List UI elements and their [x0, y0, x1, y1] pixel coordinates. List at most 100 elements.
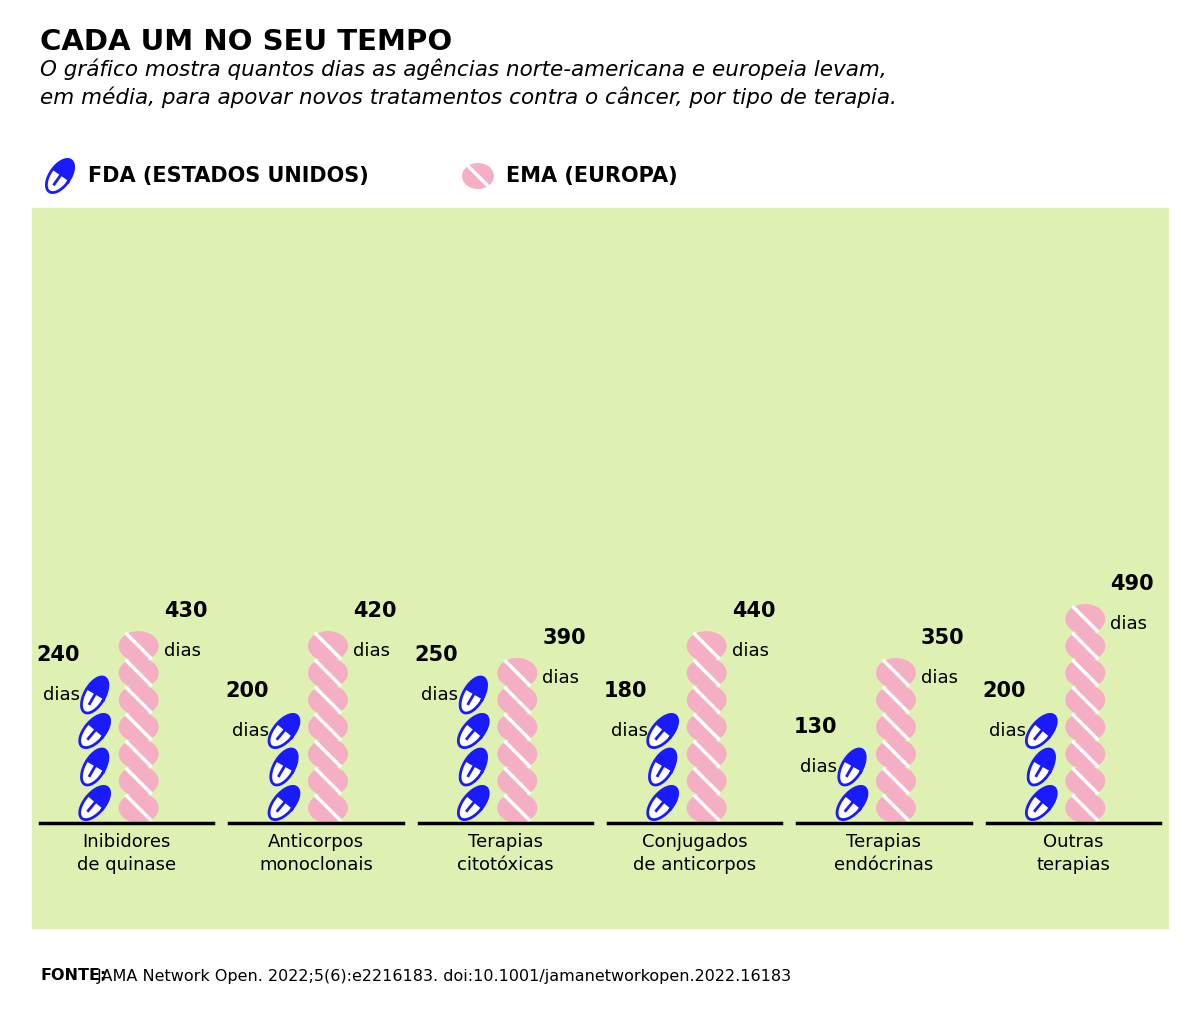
Polygon shape [464, 677, 486, 700]
Text: 130: 130 [793, 717, 838, 737]
Ellipse shape [1066, 712, 1105, 742]
Polygon shape [86, 677, 108, 700]
Polygon shape [458, 797, 481, 819]
Polygon shape [1026, 725, 1049, 747]
Text: dias: dias [800, 737, 838, 776]
Polygon shape [844, 749, 865, 772]
Ellipse shape [1066, 766, 1105, 796]
Text: dias: dias [1110, 594, 1147, 633]
Ellipse shape [1066, 793, 1105, 823]
Polygon shape [88, 786, 109, 809]
Polygon shape [88, 714, 109, 737]
Ellipse shape [686, 712, 727, 742]
Ellipse shape [1066, 631, 1105, 661]
Ellipse shape [876, 658, 916, 688]
Ellipse shape [876, 712, 916, 742]
Polygon shape [1028, 762, 1050, 785]
Polygon shape [466, 786, 488, 809]
Bar [32, 208, 1168, 928]
Text: dias: dias [989, 701, 1026, 740]
Text: O gráfico mostra quantos dias as agências norte-americana e europeia levam,
em m: O gráfico mostra quantos dias as agência… [40, 58, 896, 108]
Text: dias: dias [542, 648, 580, 687]
Text: 240: 240 [36, 645, 79, 665]
Ellipse shape [686, 685, 727, 715]
Ellipse shape [308, 712, 348, 742]
Text: 490: 490 [1110, 574, 1154, 594]
Text: 420: 420 [353, 601, 396, 621]
Text: Inibidores
de quinase: Inibidores de quinase [77, 833, 176, 874]
Polygon shape [47, 171, 68, 192]
Polygon shape [460, 762, 482, 785]
Ellipse shape [1066, 604, 1105, 634]
Text: 390: 390 [542, 628, 586, 648]
Ellipse shape [876, 766, 916, 796]
Polygon shape [458, 725, 481, 747]
Polygon shape [269, 797, 292, 819]
Polygon shape [79, 725, 102, 747]
Text: Terapias
citotóxicas: Terapias citotóxicas [457, 833, 553, 874]
Polygon shape [276, 714, 299, 737]
Text: 180: 180 [604, 681, 648, 701]
Ellipse shape [686, 793, 727, 823]
Text: Conjugados
de anticorpos: Conjugados de anticorpos [634, 833, 756, 874]
Ellipse shape [686, 658, 727, 688]
Polygon shape [648, 725, 671, 747]
Polygon shape [82, 762, 103, 785]
Polygon shape [655, 714, 678, 737]
Ellipse shape [876, 739, 916, 769]
Polygon shape [275, 749, 298, 772]
Ellipse shape [119, 685, 158, 715]
Ellipse shape [1066, 739, 1105, 769]
Polygon shape [79, 797, 102, 819]
Ellipse shape [1066, 658, 1105, 688]
Text: EMA (EUROPA): EMA (EUROPA) [506, 166, 678, 186]
Text: JAMA Network Open. 2022;5(6):e2216183. doi:10.1001/jamanetworkopen.2022.16183: JAMA Network Open. 2022;5(6):e2216183. d… [92, 968, 791, 984]
Text: dias: dias [232, 701, 269, 740]
Ellipse shape [497, 658, 538, 688]
Text: dias: dias [353, 621, 390, 660]
Ellipse shape [119, 766, 158, 796]
Text: Outras
terapias: Outras terapias [1037, 833, 1110, 874]
Polygon shape [845, 786, 866, 809]
Text: FONTE:: FONTE: [40, 968, 107, 984]
Ellipse shape [119, 793, 158, 823]
Ellipse shape [119, 658, 158, 688]
Text: 250: 250 [415, 645, 458, 665]
Text: 200: 200 [226, 681, 269, 701]
Ellipse shape [686, 739, 727, 769]
Text: dias: dias [732, 621, 769, 660]
Ellipse shape [308, 793, 348, 823]
Ellipse shape [119, 631, 158, 661]
Polygon shape [82, 690, 103, 713]
Ellipse shape [686, 766, 727, 796]
Polygon shape [649, 762, 671, 785]
Polygon shape [839, 762, 860, 785]
Ellipse shape [119, 739, 158, 769]
Text: CADA UM NO SEU TEMPO: CADA UM NO SEU TEMPO [40, 28, 452, 56]
Ellipse shape [686, 631, 727, 661]
Polygon shape [1033, 786, 1056, 809]
Polygon shape [1033, 749, 1055, 772]
Text: FDA (ESTADOS UNIDOS): FDA (ESTADOS UNIDOS) [88, 166, 368, 186]
Ellipse shape [308, 685, 348, 715]
Polygon shape [460, 690, 482, 713]
Ellipse shape [497, 766, 538, 796]
Polygon shape [269, 725, 292, 747]
Polygon shape [654, 749, 676, 772]
Text: 350: 350 [922, 628, 965, 648]
Polygon shape [648, 797, 671, 819]
Text: dias: dias [611, 701, 648, 740]
Ellipse shape [876, 793, 916, 823]
Text: dias: dias [922, 648, 958, 687]
Polygon shape [1026, 797, 1049, 819]
Text: Terapias
endócrinas: Terapias endócrinas [834, 833, 934, 874]
Polygon shape [838, 797, 859, 819]
Polygon shape [464, 749, 486, 772]
Text: 200: 200 [983, 681, 1026, 701]
Ellipse shape [119, 712, 158, 742]
Text: dias: dias [421, 665, 458, 704]
Ellipse shape [497, 712, 538, 742]
Text: Anticorpos
monoclonais: Anticorpos monoclonais [259, 833, 373, 874]
Ellipse shape [1066, 685, 1105, 715]
Text: dias: dias [43, 665, 79, 704]
